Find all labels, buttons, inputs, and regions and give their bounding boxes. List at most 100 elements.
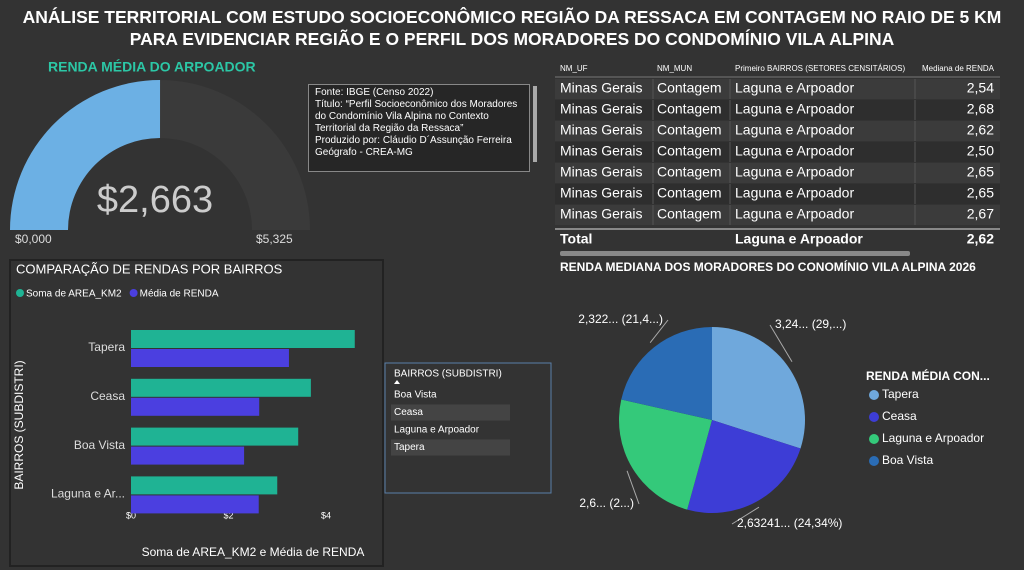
table-cell: Minas Gerais bbox=[560, 122, 642, 138]
table-cell: Minas Gerais bbox=[560, 143, 642, 159]
legend-label: Laguna e Arpoador bbox=[882, 431, 984, 445]
scrollbar bbox=[533, 86, 537, 162]
gauge-title: RENDA MÉDIA DO ARPOADOR bbox=[48, 59, 256, 75]
legend-dot bbox=[129, 289, 138, 297]
leader-line bbox=[731, 506, 760, 525]
slicer-box bbox=[384, 362, 552, 494]
table-cell: 2,54 bbox=[967, 80, 994, 96]
leader-line bbox=[769, 324, 793, 362]
legend-dot bbox=[869, 456, 879, 466]
legend-dot bbox=[869, 412, 879, 422]
x-tick-label: $2 bbox=[223, 510, 233, 520]
gauge-min: $0,000 bbox=[15, 232, 52, 246]
table-cell: Minas Gerais bbox=[560, 101, 642, 117]
text-line: Fonte: IBGE (Censo 2022) bbox=[315, 87, 434, 98]
leader-line bbox=[626, 470, 640, 505]
bar bbox=[131, 427, 299, 446]
column-header: NM_UF bbox=[560, 64, 588, 73]
leader-line bbox=[649, 319, 669, 343]
bar bbox=[131, 446, 245, 465]
x-tick-label: $0 bbox=[126, 510, 136, 520]
panel bbox=[9, 259, 384, 567]
slicer-item-label[interactable]: Ceasa bbox=[394, 407, 423, 418]
table-cell: Laguna e Arpoador bbox=[735, 143, 854, 159]
bar bbox=[131, 330, 355, 348]
data-label: 3,24... (29,...) bbox=[775, 317, 846, 331]
table-cell: Laguna e Arpoador bbox=[735, 122, 854, 138]
table-cell: Contagem bbox=[657, 143, 722, 159]
table-cell: Contagem bbox=[657, 80, 722, 96]
y-axis-label: BAIRROS (SUBDISTRI) bbox=[12, 360, 26, 489]
table-cell: 2,67 bbox=[967, 206, 994, 222]
bar bbox=[131, 349, 289, 367]
table-cell: Laguna e Arpoador bbox=[735, 206, 854, 222]
legend-dot bbox=[16, 289, 24, 297]
table-cell: Minas Gerais bbox=[560, 206, 642, 222]
total-cell: Laguna e Arpoador bbox=[735, 231, 863, 247]
column-header: NM_MUN bbox=[657, 64, 692, 73]
page-title: ANÁLISE TERRITORIAL COM ESTUDO SOCIOECON… bbox=[22, 7, 1002, 49]
chart-title: COMPARAÇÃO DE RENDAS POR BAIRROS bbox=[16, 261, 283, 276]
gauge-fill bbox=[10, 80, 161, 231]
y-tick-label: Tapera bbox=[88, 340, 125, 354]
table-cell: Minas Gerais bbox=[560, 164, 642, 180]
bar bbox=[131, 476, 278, 495]
slicer-item[interactable] bbox=[391, 404, 510, 421]
gauge-max: $5,325 bbox=[256, 232, 293, 246]
table-cell: Laguna e Arpoador bbox=[735, 185, 854, 201]
table-cell: Laguna e Arpoador bbox=[735, 80, 854, 96]
table-cell: Contagem bbox=[657, 122, 722, 138]
pie-slice bbox=[619, 399, 712, 510]
table-scroll bbox=[560, 251, 910, 256]
data-label: 2,63241... (24,34%) bbox=[737, 516, 842, 530]
table-row bbox=[555, 163, 1000, 183]
table-cell: Contagem bbox=[657, 185, 722, 201]
y-tick-label: Ceasa bbox=[90, 389, 125, 403]
slicer-title: BAIRROS (SUBDISTRI) bbox=[394, 369, 502, 380]
table-cell: 2,62 bbox=[967, 122, 994, 138]
table-cell: Minas Gerais bbox=[560, 185, 642, 201]
table-cell: Laguna e Arpoador bbox=[735, 101, 854, 117]
slicer-item-label[interactable]: Laguna e Arpoador bbox=[394, 425, 480, 436]
column-header: Primeiro BAIRROS (SETORES CENSITÁRIOS) bbox=[735, 64, 905, 73]
legend-label: Tapera bbox=[882, 387, 919, 401]
table-row bbox=[555, 100, 1000, 120]
table-cell: Laguna e Arpoador bbox=[735, 164, 854, 180]
chart-title: RENDA MEDIANA DOS MORADORES DO CONOMÍNIO… bbox=[560, 259, 976, 274]
table-row bbox=[555, 205, 1000, 225]
data-label: 2,322... (21,4...) bbox=[578, 312, 663, 326]
legend-dot bbox=[869, 390, 879, 400]
gauge-value: $2,663 bbox=[97, 179, 213, 221]
x-axis-label: Soma de AREA_KM2 e Média de RENDA bbox=[142, 545, 365, 559]
table-cell: Contagem bbox=[657, 206, 722, 222]
text-line: Geógrafo - CREA-MG bbox=[315, 147, 413, 158]
table-cell: 2,65 bbox=[967, 164, 994, 180]
pie-slice bbox=[687, 420, 801, 513]
slicer-item-label[interactable]: Boa Vista bbox=[394, 390, 437, 401]
slicer-item[interactable] bbox=[391, 422, 510, 438]
legend-label: Soma de AREA_KM2 bbox=[26, 289, 122, 300]
bar bbox=[131, 378, 311, 397]
y-tick-label: Laguna e Ar... bbox=[51, 487, 125, 501]
total-cell: Total bbox=[560, 231, 592, 247]
text-line: Produzido por: Cláudio D´Assunção Ferrei… bbox=[315, 135, 512, 146]
pie-slice bbox=[621, 327, 712, 420]
total-cell: 2,62 bbox=[967, 231, 994, 247]
slicer-item-label[interactable]: Tapera bbox=[394, 442, 425, 453]
table-row bbox=[555, 184, 1000, 204]
text-box: Fonte: IBGE (Censo 2022) Título: “Perfil … bbox=[308, 84, 530, 172]
table-row bbox=[555, 121, 1000, 141]
table-cell: 2,65 bbox=[967, 185, 994, 201]
y-tick-label: Boa Vista bbox=[74, 438, 125, 452]
bar bbox=[131, 495, 259, 514]
legend-label: Média de RENDA bbox=[140, 289, 219, 300]
legend-label: Ceasa bbox=[882, 409, 917, 423]
slicer-item[interactable] bbox=[391, 439, 510, 456]
table-cell: Contagem bbox=[657, 101, 722, 117]
table-cell: 2,68 bbox=[967, 101, 994, 117]
slicer-item[interactable] bbox=[391, 387, 510, 403]
pie-slice bbox=[712, 327, 805, 449]
legend-dot bbox=[869, 434, 879, 444]
